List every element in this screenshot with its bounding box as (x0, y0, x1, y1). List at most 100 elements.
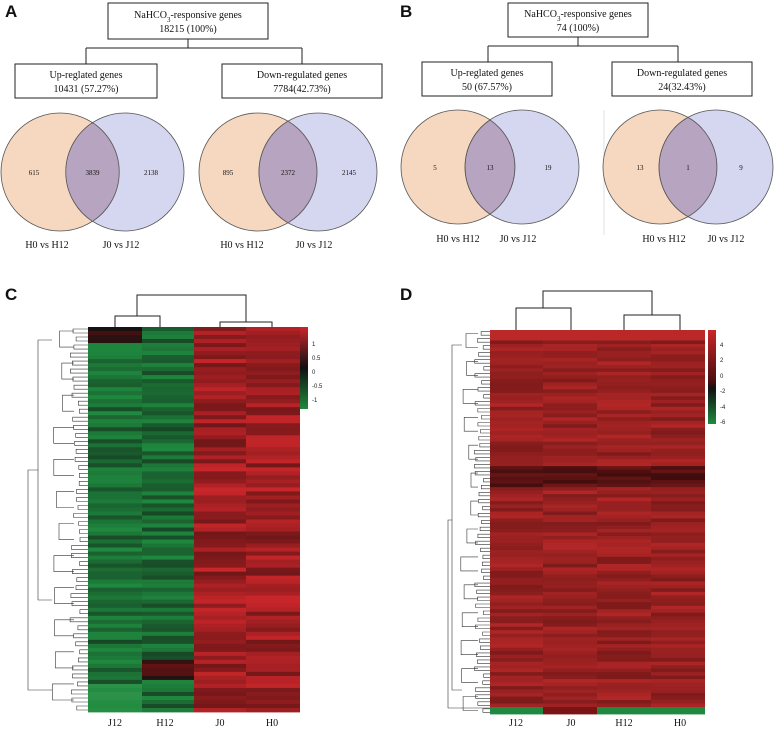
panel-d-letter: D (400, 285, 412, 304)
heatmap-cell (597, 623, 651, 628)
heatmap-cell (597, 378, 651, 383)
heatmap-cell (490, 420, 543, 425)
heatmap-cell (597, 595, 651, 600)
heatmap-cell (597, 466, 651, 471)
heatmap-cell (194, 439, 246, 444)
heatmap-cell (246, 455, 300, 460)
venn-right-count: 9 (739, 164, 743, 172)
heatmap-cell (597, 371, 651, 376)
heatmap-cell (597, 431, 651, 436)
heatmap-cell (142, 455, 194, 460)
heatmap-cell (651, 675, 705, 680)
heatmap-cell (88, 539, 142, 544)
venn-left-count: 615 (29, 169, 40, 177)
heatmap-cell (490, 469, 543, 474)
heatmap-cell (651, 710, 705, 715)
heatmap-cell (246, 347, 300, 352)
heatmap-cell (490, 410, 543, 415)
heatmap-cell (597, 528, 651, 533)
heatmap-cell (543, 609, 597, 614)
heatmap-cell (597, 459, 651, 464)
heatmap-cell (490, 361, 543, 366)
heatmap-cell (597, 696, 651, 701)
heatmap-cell (142, 567, 194, 573)
heatmap-cell (597, 567, 651, 572)
heatmap-cell (88, 547, 142, 552)
heatmap-cell (194, 563, 246, 569)
heatmap-cell (490, 700, 543, 704)
heatmap-cell (597, 469, 651, 474)
heatmap-cell (490, 333, 543, 338)
heatmap-cell (246, 335, 300, 340)
heatmap-cell (246, 579, 300, 585)
heatmap-cell (142, 439, 194, 444)
panel-a-up-count: 10431 (57.27%) (54, 84, 119, 95)
heatmap-cell (543, 668, 597, 673)
heatmap-cell (194, 663, 246, 669)
heatmap-cell (142, 647, 194, 653)
heatmap-cell (651, 448, 705, 453)
heatmap-cell (651, 392, 705, 397)
heatmap-cell (651, 455, 705, 460)
heatmap-cell (490, 330, 543, 334)
heatmap-cell (490, 651, 543, 656)
heatmap-cell (651, 375, 705, 380)
heatmap-cell (543, 378, 597, 383)
heatmap-cell (490, 336, 543, 341)
colorbar-tick: 0 (312, 370, 316, 376)
heatmap-cell (651, 497, 705, 502)
heatmap-cell (142, 691, 194, 697)
heatmap-cell (142, 511, 194, 516)
heatmap-cell (142, 499, 194, 504)
heatmap-cell (490, 431, 543, 436)
heatmap-cell (142, 543, 194, 548)
heatmap-cell (194, 515, 246, 520)
panel-a-down-count: 7784(42.73%) (273, 84, 331, 95)
heatmap-cell (543, 469, 597, 474)
heatmap-cell (651, 525, 705, 530)
heatmap-cell (651, 364, 705, 369)
heatmap-cell (651, 637, 705, 642)
heatmap-cell (490, 357, 543, 362)
heatmap-cell (597, 504, 651, 509)
heatmap-cell (490, 588, 543, 593)
heatmap-cell (246, 539, 300, 544)
heatmap-cell (490, 591, 543, 596)
heatmap-cell (543, 441, 597, 446)
heatmap-cell (490, 619, 543, 624)
heatmap-cell (597, 413, 651, 418)
heatmap-cell (543, 340, 597, 345)
heatmap-cell (543, 563, 597, 568)
heatmap-cell (651, 469, 705, 474)
heatmap-cell (490, 392, 543, 397)
heatmap-cell (543, 647, 597, 652)
heatmap-cell (490, 522, 543, 526)
heatmap-cell (597, 476, 651, 481)
heatmap-cell (88, 403, 142, 408)
heatmap-cell (543, 616, 597, 621)
heatmap-cell (142, 395, 194, 400)
colorbar-tick: 1 (312, 342, 316, 348)
heatmap-cell (246, 495, 300, 500)
heatmap-cell (88, 399, 142, 404)
heatmap-cell (194, 527, 246, 532)
heatmap-cell (246, 419, 300, 424)
heatmap-cell (88, 339, 142, 344)
heatmap-cell (246, 331, 300, 336)
heatmap-cell (651, 522, 705, 526)
heatmap-cell (543, 413, 597, 418)
heatmap-cell (142, 367, 194, 372)
heatmap-cell (543, 333, 597, 338)
heatmap-cell (543, 473, 597, 478)
heatmap-cell (194, 419, 246, 424)
heatmap-cell (490, 417, 543, 422)
heatmap-cell (543, 403, 597, 408)
heatmap-cell (194, 411, 246, 416)
heatmap-cell (88, 619, 142, 625)
heatmap-cell (246, 615, 300, 621)
heatmap-cell (490, 434, 543, 439)
heatmap-cell (142, 655, 194, 661)
heatmap-cell (597, 487, 651, 491)
heatmap-cell (543, 434, 597, 439)
heatmap-cell (88, 515, 142, 520)
